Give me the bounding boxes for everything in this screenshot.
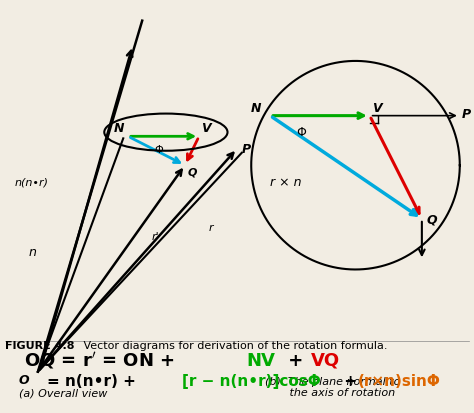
Text: = n(n•r) +: = n(n•r) + bbox=[47, 374, 142, 389]
Text: V: V bbox=[201, 122, 211, 135]
Text: (r×n)sinΦ: (r×n)sinΦ bbox=[358, 374, 441, 389]
Text: (b)  The plane normal to
       the axis of rotation: (b) The plane normal to the axis of rota… bbox=[265, 377, 401, 399]
Text: Φ: Φ bbox=[296, 126, 306, 139]
Text: +: + bbox=[339, 374, 362, 389]
Text: Q: Q bbox=[427, 213, 437, 226]
Text: FIGURE 4.8: FIGURE 4.8 bbox=[5, 341, 74, 351]
Text: N: N bbox=[114, 122, 124, 135]
Text: [r − n(n•r)]cosΦ: [r − n(n•r)]cosΦ bbox=[182, 374, 321, 389]
Text: Φ: Φ bbox=[154, 145, 163, 155]
Text: r × n: r × n bbox=[270, 176, 301, 189]
Text: N: N bbox=[251, 102, 262, 114]
Text: r: r bbox=[209, 223, 213, 233]
Text: V: V bbox=[372, 102, 382, 114]
Text: n: n bbox=[28, 246, 36, 259]
Text: P: P bbox=[242, 143, 251, 156]
Text: (a) Overall view: (a) Overall view bbox=[19, 389, 107, 399]
Text: NV: NV bbox=[246, 351, 275, 370]
Text: Q: Q bbox=[187, 168, 197, 178]
Text: n(n•r): n(n•r) bbox=[14, 178, 48, 188]
Text: r': r' bbox=[152, 232, 159, 242]
Text: Vector diagrams for derivation of the rotation formula.: Vector diagrams for derivation of the ro… bbox=[73, 341, 388, 351]
Text: O: O bbox=[19, 374, 29, 387]
Text: P: P bbox=[462, 108, 471, 121]
Text: OQ = r$'$ = ON +: OQ = r$'$ = ON + bbox=[24, 349, 176, 370]
Text: +: + bbox=[282, 351, 310, 370]
Text: VQ: VQ bbox=[310, 351, 339, 370]
